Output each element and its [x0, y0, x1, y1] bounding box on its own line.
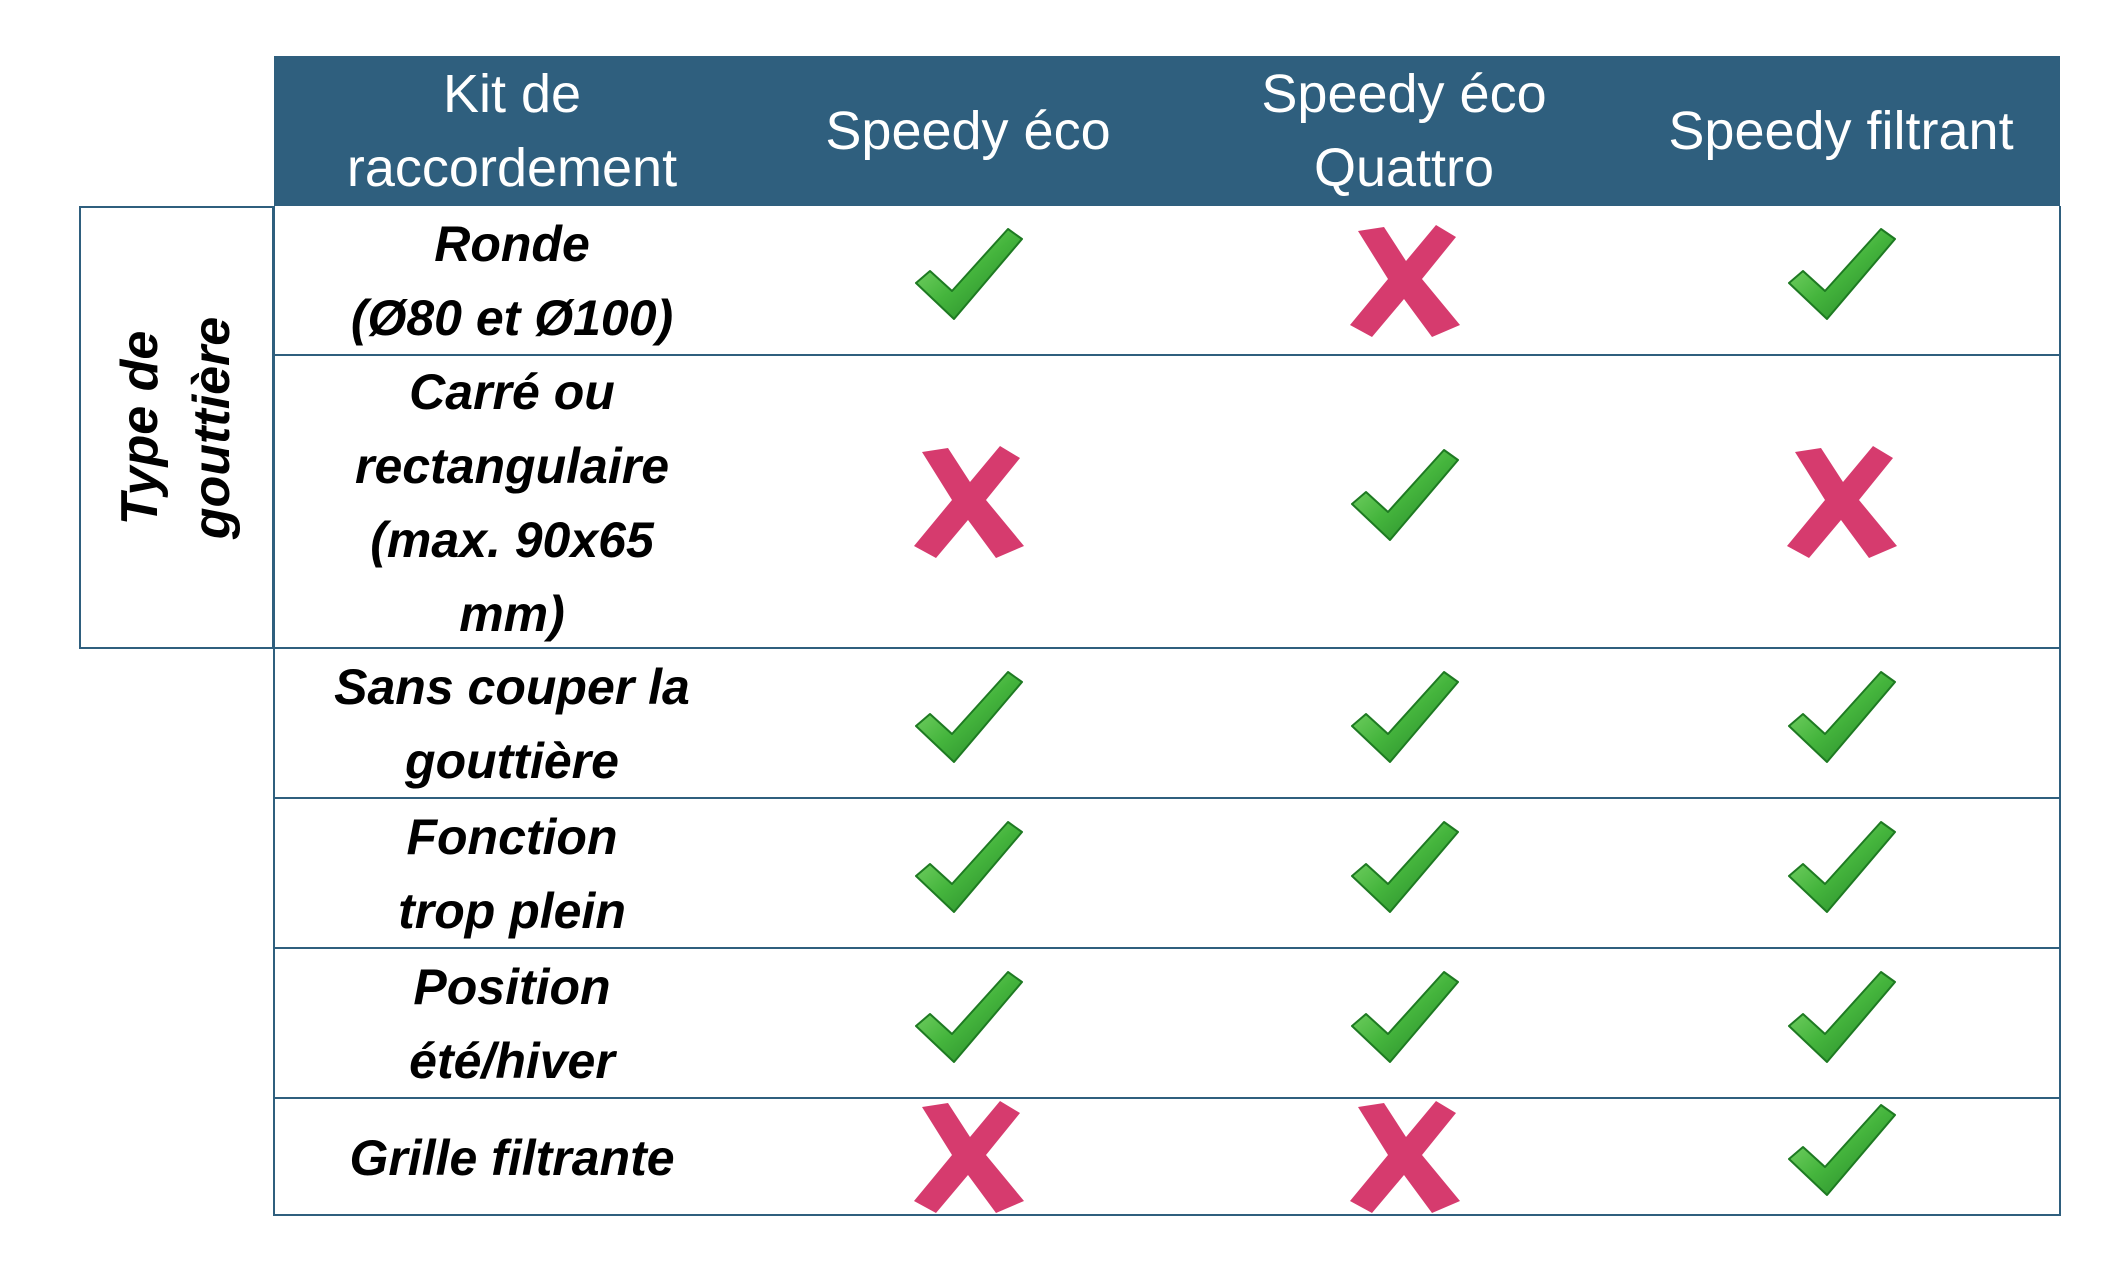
- check-icon: [908, 814, 1028, 934]
- check-icon: [1344, 664, 1464, 784]
- check-icon: [1344, 814, 1464, 934]
- row-label-position-ete-hiver: Position été/hiver: [409, 959, 615, 1089]
- check-icon: [1344, 442, 1464, 562]
- row-label-grille-filtrante: Grille filtrante: [349, 1129, 675, 1186]
- check-icon: [1781, 814, 1901, 934]
- check-icon: [1781, 221, 1901, 341]
- header-speedy-filtrant: Speedy filtrant: [1668, 101, 2014, 161]
- header-speedy-eco-quattro: Speedy éco Quattro: [1261, 64, 1547, 198]
- table-row: [273, 949, 2061, 1099]
- header-kit-de-raccordement: Kit de raccordement: [346, 64, 678, 198]
- row-label-ronde: Ronde (Ø80 et Ø100): [350, 216, 674, 346]
- header-speedy-eco: Speedy éco: [825, 101, 1111, 161]
- row-label-carre-ou-rectangulaire: Carré ou rectangulaire (max. 90x65 mm): [354, 363, 669, 642]
- table-header: [274, 56, 2060, 206]
- table-row: [273, 1099, 2061, 1216]
- cross-icon: [1344, 221, 1464, 341]
- check-icon: [1781, 1097, 1901, 1217]
- check-icon: [1781, 964, 1901, 1084]
- cross-icon: [908, 1097, 1028, 1217]
- cross-icon: [1344, 1097, 1464, 1217]
- check-icon: [1781, 664, 1901, 784]
- check-icon: [908, 664, 1028, 784]
- check-icon: [908, 221, 1028, 341]
- cross-icon: [1781, 442, 1901, 562]
- table-row: [273, 206, 2061, 356]
- table-row: [273, 799, 2061, 949]
- table-row: [273, 649, 2061, 799]
- check-icon: [908, 964, 1028, 1084]
- row-label-fonction-trop-plein: Fonction trop plein: [398, 809, 626, 939]
- cross-icon: [908, 442, 1028, 562]
- group-label-type-de-gouttiere: Type de gouttière: [111, 316, 241, 540]
- table-row: [273, 356, 2061, 649]
- check-icon: [1344, 964, 1464, 1084]
- row-label-sans-couper-la-gouttiere: Sans couper la gouttière: [334, 659, 690, 789]
